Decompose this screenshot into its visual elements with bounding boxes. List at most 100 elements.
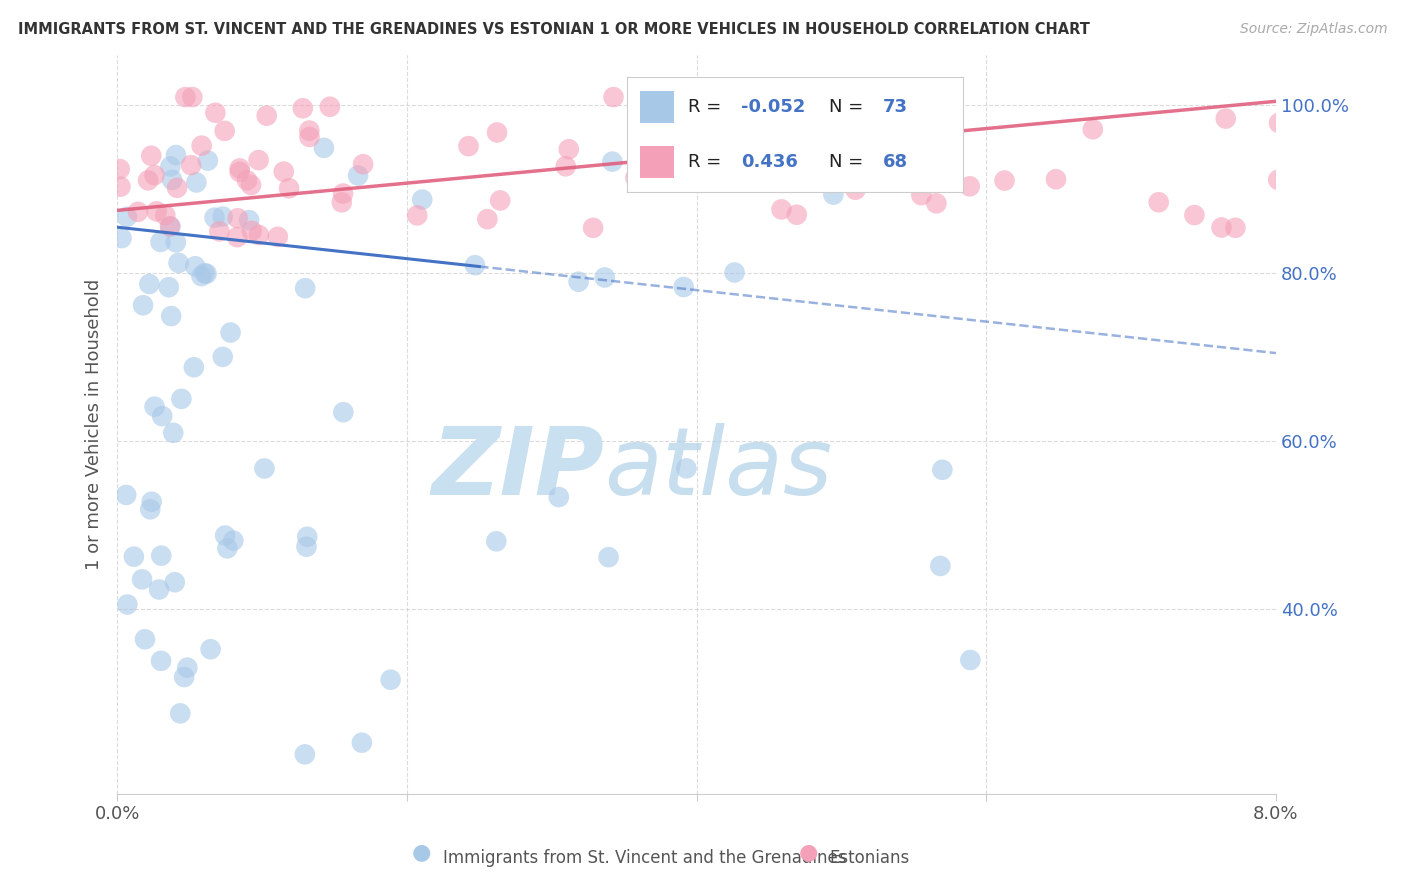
Point	[145, 204, 167, 219]
Point	[751, 90, 773, 104]
Point	[150, 654, 173, 668]
Point	[204, 211, 226, 225]
Text: Estonians: Estonians	[830, 849, 910, 867]
Point	[139, 502, 162, 516]
Text: IMMIGRANTS FROM ST. VINCENT AND THE GRENADINES VS ESTONIAN 1 OR MORE VEHICLES IN: IMMIGRANTS FROM ST. VINCENT AND THE GREN…	[18, 22, 1090, 37]
Point	[141, 149, 163, 163]
Point	[350, 736, 373, 750]
Point	[211, 350, 233, 364]
Point	[148, 582, 170, 597]
Point	[582, 220, 605, 235]
Point	[226, 211, 249, 226]
Point	[1225, 220, 1247, 235]
Point	[115, 488, 138, 502]
Point	[796, 98, 818, 112]
Point	[294, 281, 316, 295]
Point	[165, 148, 187, 162]
Point	[157, 280, 180, 294]
Point	[278, 181, 301, 195]
Point	[457, 139, 479, 153]
Point	[204, 105, 226, 120]
Point	[547, 490, 569, 504]
Point	[1211, 220, 1233, 235]
Point	[910, 188, 932, 202]
Point	[332, 186, 354, 201]
Point	[1277, 90, 1299, 104]
Point	[127, 204, 149, 219]
Point	[675, 461, 697, 475]
Point	[295, 540, 318, 554]
Point	[294, 747, 316, 762]
Point	[159, 160, 181, 174]
Y-axis label: 1 or more Vehicles in Household: 1 or more Vehicles in Household	[86, 279, 103, 570]
Point	[489, 194, 512, 208]
Point	[228, 165, 250, 179]
Point	[159, 219, 181, 234]
Point	[136, 173, 159, 187]
Point	[634, 143, 657, 157]
Point	[775, 173, 797, 187]
Point	[1215, 112, 1237, 126]
Point	[160, 173, 183, 187]
Point	[240, 224, 263, 238]
Point	[208, 224, 231, 238]
Point	[186, 176, 208, 190]
Point	[823, 187, 845, 202]
Point	[162, 425, 184, 440]
Point	[138, 277, 160, 291]
Point	[485, 534, 508, 549]
Point	[1147, 195, 1170, 210]
Text: Immigrants from St. Vincent and the Grenadines: Immigrants from St. Vincent and the Gren…	[443, 849, 846, 867]
Point	[593, 270, 616, 285]
Point	[298, 130, 321, 145]
Point	[347, 169, 370, 183]
Point	[143, 400, 166, 414]
Point	[219, 326, 242, 340]
Point	[150, 409, 173, 424]
Text: ●: ●	[799, 842, 818, 862]
Point	[624, 170, 647, 185]
Point	[229, 161, 252, 176]
Point	[183, 360, 205, 375]
Point	[931, 463, 953, 477]
Point	[214, 528, 236, 542]
Point	[770, 202, 793, 217]
Point	[598, 550, 620, 565]
Text: atlas: atlas	[603, 423, 832, 514]
Point	[723, 265, 745, 279]
Point	[238, 213, 260, 227]
Point	[411, 193, 433, 207]
Point	[190, 138, 212, 153]
Point	[180, 158, 202, 172]
Point	[380, 673, 402, 687]
Point	[193, 266, 215, 280]
Point	[312, 141, 335, 155]
Point	[406, 208, 429, 222]
Point	[184, 260, 207, 274]
Point	[672, 280, 695, 294]
Point	[190, 269, 212, 284]
Point	[108, 161, 131, 176]
Point	[197, 153, 219, 168]
Point	[134, 632, 156, 647]
Point	[291, 101, 314, 115]
Point	[176, 660, 198, 674]
Point	[319, 100, 342, 114]
Point	[200, 642, 222, 657]
Point	[166, 181, 188, 195]
Point	[247, 227, 270, 242]
Point	[925, 196, 948, 211]
Point	[222, 533, 245, 548]
Point	[464, 258, 486, 272]
Text: ZIP: ZIP	[432, 423, 603, 515]
Point	[150, 549, 173, 563]
Point	[174, 90, 197, 104]
Point	[165, 235, 187, 250]
Point	[330, 195, 353, 210]
Point	[149, 235, 172, 249]
Point	[959, 653, 981, 667]
Point	[132, 298, 155, 312]
Point	[332, 405, 354, 419]
Text: ●: ●	[412, 842, 432, 862]
Point	[195, 267, 218, 281]
